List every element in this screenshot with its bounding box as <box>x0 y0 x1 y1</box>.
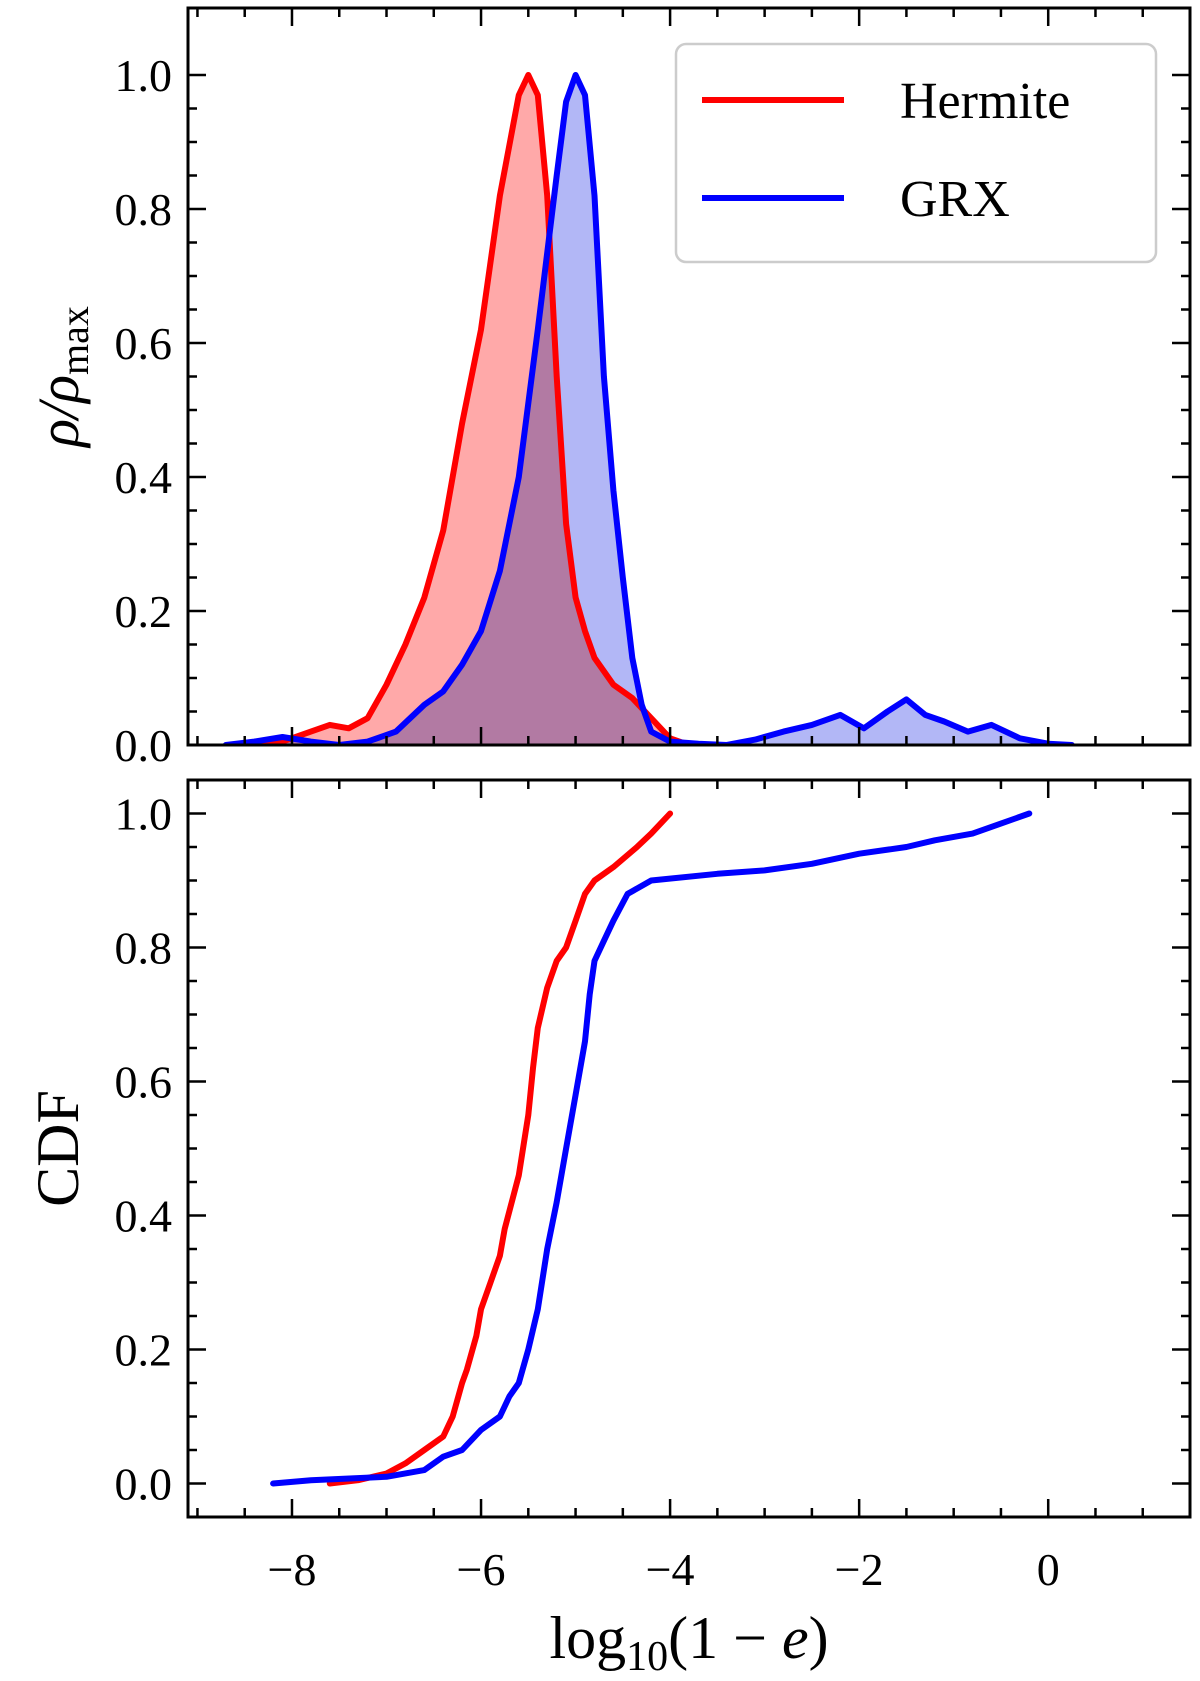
x-tick-label: −8 <box>268 1544 317 1595</box>
x-tick-label: −4 <box>646 1544 695 1595</box>
series-line-hermite <box>251 72 711 745</box>
series-line-hermite <box>326 810 674 1487</box>
cdf-panel: −8 −6 −4 −2 0 0.0 0.2 0.4 0.6 0.8 1.0 CDF log10(1 − … <box>25 778 1192 1680</box>
y-tick-label: 1.0 <box>115 50 173 101</box>
legend-label-hermite: Hermite <box>900 73 1070 130</box>
y-tick-label: 0.4 <box>115 452 173 503</box>
y-tick-label: 0.8 <box>115 923 173 974</box>
y-tick-label: 0.0 <box>115 1459 173 1510</box>
series-fill-hermite <box>254 75 708 745</box>
y-axis-label: CDF <box>25 1090 91 1207</box>
legend-label-grx: GRX <box>900 171 1010 228</box>
y-tick-label: 1.0 <box>115 789 173 840</box>
x-tick-label: 0 <box>1037 1544 1060 1595</box>
series-line-grx <box>270 810 1033 1487</box>
y-tick-label: 0.2 <box>115 586 173 637</box>
y-tick-label: 0.0 <box>115 720 173 771</box>
y-tick-label: 0.4 <box>115 1191 173 1242</box>
x-tick-label: −6 <box>457 1544 506 1595</box>
plot-frame <box>186 778 1192 1519</box>
density-panel: 0.0 0.2 0.4 0.6 0.8 1.0 ρ/ρmax Hermite GRX <box>26 6 1192 771</box>
y-tick-label: 0.6 <box>115 1057 173 1108</box>
y-tick-label: 0.2 <box>115 1325 173 1376</box>
x-axis-label: log10(1 − e) <box>549 1605 828 1680</box>
legend: Hermite GRX <box>674 42 1158 264</box>
y-axis-label: ρ/ρmax <box>26 306 97 449</box>
y-tick-label: 0.8 <box>115 184 173 235</box>
y-tick-label: 0.6 <box>115 318 173 369</box>
plot-area <box>270 810 1033 1487</box>
series-line-grx <box>222 72 1075 745</box>
x-tick-label: −2 <box>835 1544 884 1595</box>
plot-area <box>222 72 1075 745</box>
